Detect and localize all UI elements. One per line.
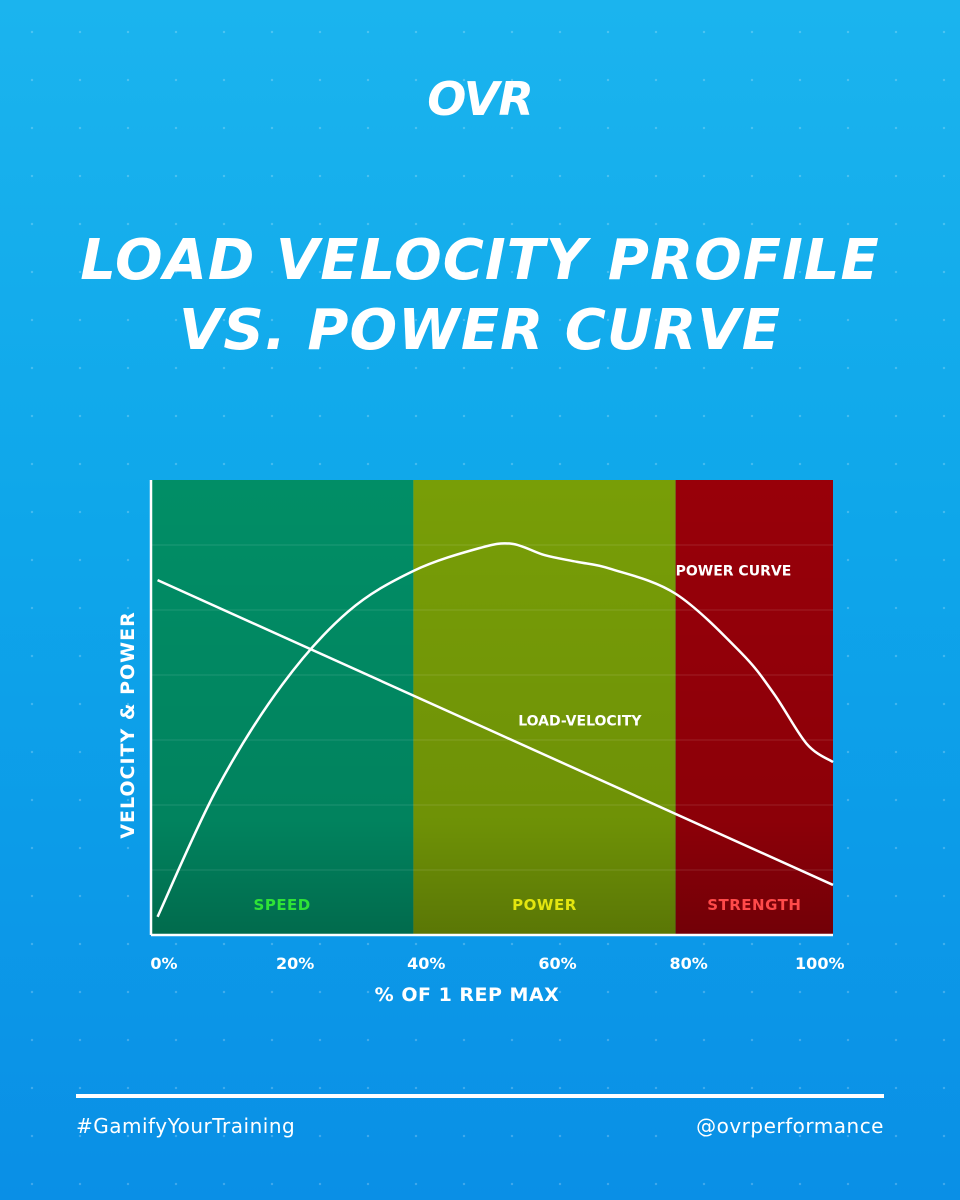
x-tick-label: 20% <box>276 954 314 973</box>
series-line-load-velocity <box>157 578 834 887</box>
footer-divider <box>76 1094 884 1098</box>
x-tick-label: 100% <box>795 954 844 973</box>
zone-label-power: POWER <box>512 896 577 914</box>
x-tick-label: 80% <box>669 954 707 973</box>
x-tick-label: 0% <box>150 954 177 973</box>
series-label-power-curve: POWER CURVE <box>676 564 792 580</box>
x-axis-label: % OF 1 REP MAX <box>374 984 560 1006</box>
y-axis-label: VELOCITY & POWER <box>117 611 139 839</box>
zone-label-strength: STRENGTH <box>707 896 801 914</box>
ovr-logo: OVR <box>427 72 534 126</box>
zone-label-speed: SPEED <box>254 896 311 914</box>
series-label-load-velocity: LOAD-VELOCITY <box>518 714 642 730</box>
footer-handle[interactable]: @ovrperformance <box>696 1114 884 1138</box>
x-tick-label: 60% <box>538 954 576 973</box>
series-line-power-curve <box>156 542 834 918</box>
zone-shading <box>151 480 833 935</box>
footer-hashtag[interactable]: #GamifyYourTraining <box>76 1114 296 1138</box>
title-line-2: VS. POWER CURVE <box>178 298 781 363</box>
x-tick-label: 40% <box>407 954 445 973</box>
title-line-1: LOAD VELOCITY PROFILE <box>80 228 880 293</box>
page-title: LOAD VELOCITY PROFILE VS. POWER CURVE <box>0 226 960 366</box>
